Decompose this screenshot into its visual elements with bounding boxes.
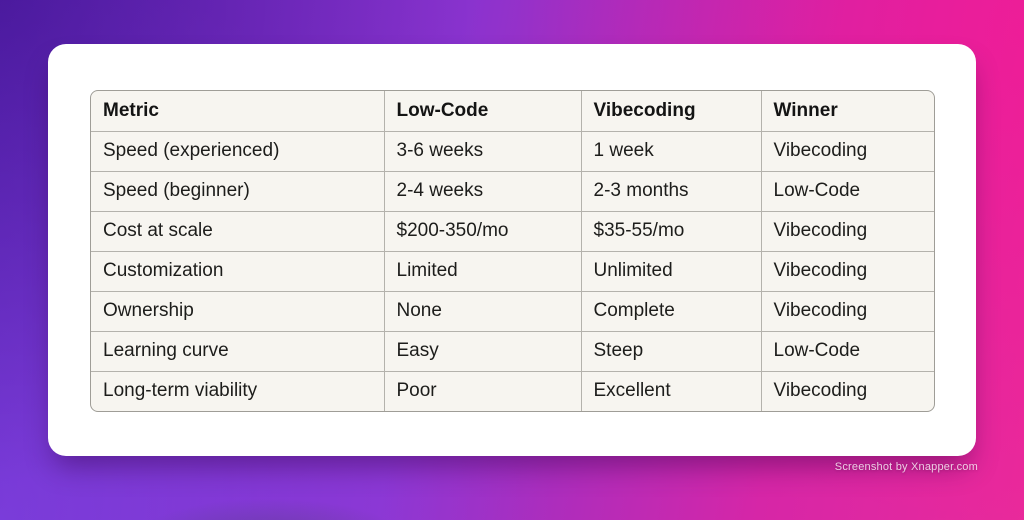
- lowcode-cell: Easy: [384, 331, 582, 372]
- table-body: Speed (experienced) 3-6 weeks 1 week Vibeco…: [91, 131, 934, 411]
- lowcode-cell: $200-350/mo: [384, 211, 582, 252]
- comparison-table-frame: Metric Low-Code Vibecoding Winner Speed …: [90, 90, 935, 412]
- metric-cell: Speed (experienced): [91, 131, 385, 172]
- metric-cell: Cost at scale: [91, 211, 385, 252]
- table-row: Learning curve Easy Steep Low-Code: [91, 331, 934, 372]
- winner-cell: Low-Code: [761, 171, 934, 212]
- table-row: Speed (experienced) 3-6 weeks 1 week Vibeco…: [91, 131, 934, 172]
- winner-cell: Low-Code: [761, 331, 934, 372]
- metric-cell: Ownership: [91, 291, 385, 332]
- lowcode-cell: 2-4 weeks: [384, 171, 582, 212]
- vibecoding-cell: $35-55/mo: [581, 211, 762, 252]
- metric-cell: Speed (beginner): [91, 171, 385, 212]
- winner-cell: Vibecoding: [761, 131, 934, 172]
- lowcode-cell: None: [384, 291, 582, 332]
- background-blob: [130, 498, 410, 520]
- vibecoding-cell: Complete: [581, 291, 762, 332]
- metric-cell: Learning curve: [91, 331, 385, 372]
- table-header: Metric Low-Code Vibecoding Winner: [91, 91, 934, 132]
- metric-cell: Long-term viability: [91, 371, 385, 411]
- column-header-winner: Winner: [761, 91, 934, 132]
- vibecoding-cell: Steep: [581, 331, 762, 372]
- screenshot-card: Metric Low-Code Vibecoding Winner Speed …: [48, 44, 976, 456]
- winner-cell: Vibecoding: [761, 251, 934, 292]
- lowcode-cell: 3-6 weeks: [384, 131, 582, 172]
- winner-cell: Vibecoding: [761, 211, 934, 252]
- vibecoding-cell: 1 week: [581, 131, 762, 172]
- table-row: Customization Limited Unlimited Vibecoding: [91, 251, 934, 292]
- lowcode-cell: Poor: [384, 371, 582, 411]
- watermark-label: Screenshot by Xnapper.com: [834, 461, 978, 473]
- comparison-table: Metric Low-Code Vibecoding Winner Speed …: [91, 91, 934, 411]
- metric-cell: Customization: [91, 251, 385, 292]
- table-row: Speed (beginner) 2-4 weeks 2-3 months Low-C…: [91, 171, 934, 212]
- table-row: Cost at scale $200-350/mo $35-55/mo Vibecod…: [91, 211, 934, 252]
- table-row: Ownership None Complete Vibecoding: [91, 291, 934, 332]
- column-header-vibecoding: Vibecoding: [581, 91, 762, 132]
- vibecoding-cell: Unlimited: [581, 251, 762, 292]
- column-header-lowcode: Low-Code: [384, 91, 582, 132]
- lowcode-cell: Limited: [384, 251, 582, 292]
- vibecoding-cell: 2-3 months: [581, 171, 762, 212]
- header-row: Metric Low-Code Vibecoding Winner: [91, 91, 934, 132]
- winner-cell: Vibecoding: [773, 380, 868, 402]
- winner-cell: Vibecoding: [761, 291, 934, 332]
- column-header-metric: Metric: [91, 91, 385, 132]
- table-row: Long-term viability Poor Excellent Vibecodi…: [91, 371, 934, 411]
- vibecoding-cell: Excellent: [581, 371, 762, 411]
